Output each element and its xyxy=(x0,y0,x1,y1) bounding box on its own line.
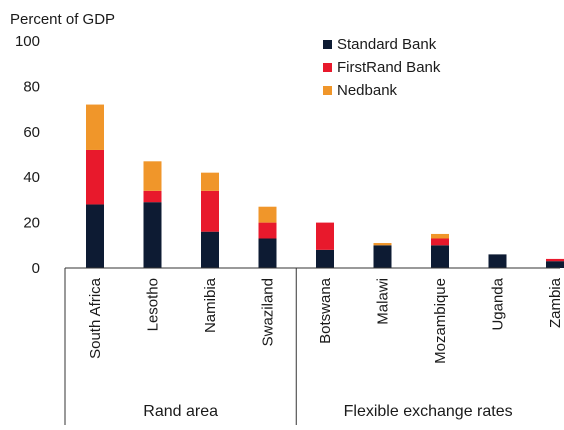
x-tick-label: Uganda xyxy=(490,277,507,330)
bar-segment xyxy=(86,204,104,268)
x-tick-label: Swaziland xyxy=(260,278,277,346)
y-tick-label: 0 xyxy=(32,260,40,277)
bar-segment xyxy=(373,243,392,246)
legend-swatch xyxy=(323,63,332,72)
y-tick-label: 60 xyxy=(23,124,40,141)
bar-segment xyxy=(86,149,104,205)
y-tick-label: 80 xyxy=(23,78,40,95)
bar-segment xyxy=(258,222,277,239)
x-axis-labels: South Africa Lesotho Namibia Swaziland Botsw… xyxy=(87,277,564,364)
bar-segment xyxy=(546,258,564,262)
y-axis-label: Percent of GDP xyxy=(10,11,115,28)
bar-segment xyxy=(431,233,449,239)
y-tick-label: 100 xyxy=(15,33,40,50)
bar-segment xyxy=(488,254,507,268)
x-tick-label: Botswana xyxy=(317,277,334,344)
bar-segment xyxy=(258,206,277,223)
x-tick-label: Malawi xyxy=(375,278,392,325)
bars-layer xyxy=(86,104,564,268)
y-axis-ticks: 0 20 40 60 80 100 xyxy=(15,33,40,277)
y-tick-label: 40 xyxy=(23,169,40,186)
bar-segment xyxy=(201,190,219,232)
bar-segment xyxy=(143,202,162,268)
x-tick-label: South Africa xyxy=(87,277,104,359)
legend-label: FirstRand Bank xyxy=(337,59,441,76)
bar-segment xyxy=(373,245,392,268)
axes-layer xyxy=(64,267,560,425)
legend-label: Nedbank xyxy=(337,82,398,99)
group-label: Flexible exchange rates xyxy=(344,403,513,420)
group-labels: Rand area Flexible exchange rates xyxy=(143,403,512,420)
bar-segment xyxy=(201,231,219,268)
x-tick-label: Lesotho xyxy=(145,278,162,331)
bar-segment xyxy=(143,190,162,203)
x-tick-label: Namibia xyxy=(202,277,219,333)
legend: Standard Bank FirstRand Bank Nedbank xyxy=(323,36,441,99)
bar-segment xyxy=(431,238,449,246)
bar-segment xyxy=(316,222,334,250)
legend-label: Standard Bank xyxy=(337,36,437,53)
bar-segment xyxy=(316,249,334,268)
group-label: Rand area xyxy=(143,403,218,420)
bar-segment xyxy=(431,245,449,268)
x-tick-label: Mozambique xyxy=(432,278,449,364)
bar-segment xyxy=(143,161,162,191)
bar-segment xyxy=(546,261,564,268)
bar-segment xyxy=(201,172,219,191)
legend-swatch xyxy=(323,40,332,49)
x-tick-label: Zambia xyxy=(547,277,564,328)
bar-segment xyxy=(86,104,104,150)
legend-swatch xyxy=(323,86,332,95)
bar-segment xyxy=(258,238,277,268)
y-tick-label: 20 xyxy=(23,215,40,232)
